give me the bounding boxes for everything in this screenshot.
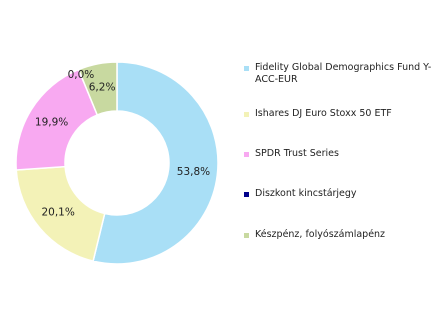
donut-slice (15, 165, 106, 263)
donut-slice (77, 61, 118, 116)
data-label: 0,0% (68, 69, 95, 81)
data-label: 20,1% (41, 207, 74, 219)
data-label: 53,8% (177, 166, 210, 178)
donut-slice (15, 68, 99, 171)
legend-label: Készpénz, folyószámlapénz (255, 229, 386, 240)
legend-swatch (244, 233, 249, 238)
donut-slice (92, 61, 219, 265)
data-label: 19,9% (35, 116, 68, 128)
legend-swatch (244, 66, 249, 71)
legend-swatch (244, 152, 249, 157)
data-label: 6,2% (89, 81, 116, 93)
legend-swatch (244, 192, 249, 197)
legend-label: Diszkont kincstárjegy (255, 188, 357, 199)
legend-swatch (244, 112, 249, 117)
legend-label: Ishares DJ Euro Stoxx 50 ETF (255, 108, 392, 119)
legend-label: SPDR Trust Series (255, 148, 339, 159)
legend-label: Fidelity Global Demographics Fund Y-ACC-… (255, 62, 432, 85)
